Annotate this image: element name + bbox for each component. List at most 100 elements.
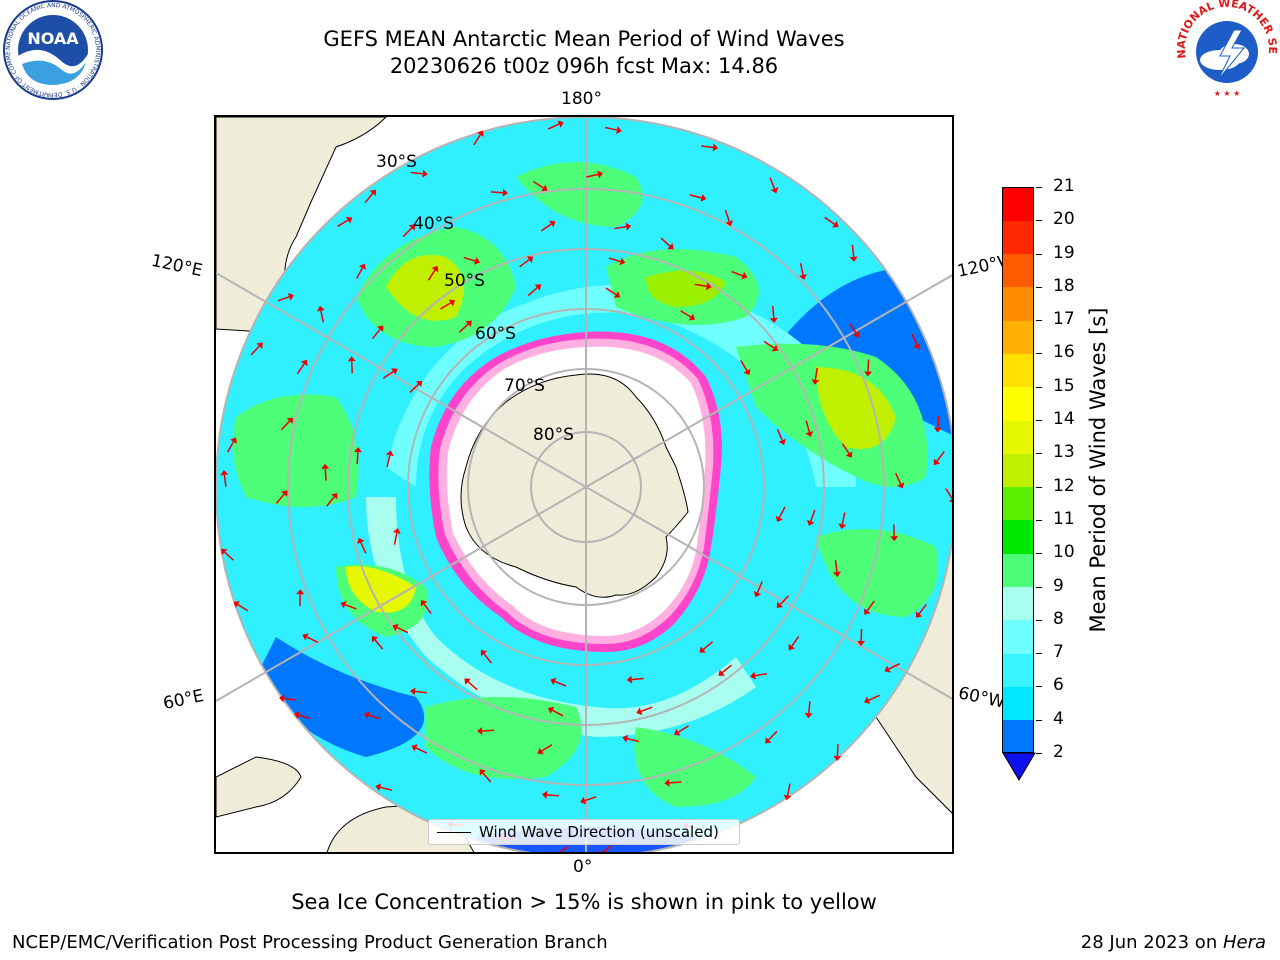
wind-wave-arrow (868, 694, 880, 701)
lat-label-30s: 30°S (376, 152, 417, 172)
zone-pacific-upper (516, 162, 643, 227)
noaa-logo: NOAA NATIONAL OCEANIC AND ATMOSPHERIC AD… (0, 0, 106, 110)
wind-wave-arrowhead (799, 274, 807, 280)
wind-wave-arrowhead (933, 427, 942, 433)
colorbar-tick (1036, 253, 1042, 255)
wind-wave-arrowhead (913, 343, 921, 350)
wind-wave-arrowhead (534, 284, 542, 291)
svg-text:★ ★ ★: ★ ★ ★ (1214, 89, 1241, 98)
map-canvas (216, 117, 952, 852)
wind-wave-arrow (584, 796, 597, 802)
wind-wave-arrow (731, 270, 744, 277)
wind-wave-arrowhead (302, 633, 309, 641)
zone-west (232, 394, 359, 507)
colorbar-tick (1036, 653, 1042, 655)
wind-wave-arrow (324, 468, 327, 481)
wind-wave-arrow (866, 600, 875, 612)
wind-wave-arrowhead (294, 711, 301, 719)
zone-east-green (816, 529, 938, 617)
wind-wave-arrow (689, 194, 702, 199)
wind-wave-arrowhead (616, 126, 622, 134)
wind-wave-arrow (918, 603, 927, 615)
wind-wave-arrowhead (448, 299, 456, 307)
wind-wave-arrow (614, 225, 627, 230)
wind-wave-arrowhead (415, 380, 423, 388)
wind-wave-arrowhead (750, 671, 756, 680)
wind-wave-arrow (541, 744, 553, 752)
wind-wave-arrowhead (477, 726, 483, 735)
colorbar-tick-label: 19 (1053, 242, 1075, 263)
colorbar-segment (1002, 519, 1034, 554)
wind-wave-arrowhead (741, 271, 748, 280)
wind-wave-arrow (458, 323, 469, 333)
colorbar-tick-label: 9 (1053, 575, 1064, 596)
wind-wave-arrow (374, 639, 384, 650)
wind-wave-arrow (356, 452, 359, 465)
colorbar-tick (1036, 519, 1042, 521)
wind-wave-arrow (841, 443, 850, 455)
wind-wave-arrow (778, 506, 786, 518)
chart-subtitle: 20230626 t00z 096h fcst Max: 14.86 (389, 54, 779, 78)
wind-wave-arrowhead (838, 523, 847, 530)
wind-wave-arrow (851, 244, 855, 257)
colorbar-segment (1002, 253, 1034, 288)
colorbar-tick-label: 2 (1053, 742, 1064, 762)
wind-wave-arrowhead (948, 499, 952, 503)
colorbar-tick-label: 7 (1053, 642, 1064, 663)
lat-label-50s: 50°S (444, 271, 485, 291)
wind-wave-arrowhead (674, 728, 681, 736)
wind-wave-arrow (680, 310, 692, 318)
wind-wave-arrow (298, 714, 311, 720)
run-date: 28 Jun 2023 on Hera (1081, 932, 1266, 953)
wind-wave-arrowhead (896, 482, 905, 489)
wind-wave-arrowhead (331, 492, 338, 500)
wind-wave-arrowhead (775, 515, 783, 522)
colorbar-segment (1002, 653, 1034, 687)
wind-wave-arrowhead (464, 678, 471, 685)
wind-wave-arrowhead (743, 368, 751, 376)
wind-wave-arrowhead (359, 263, 366, 270)
wind-wave-arrow (527, 287, 538, 297)
colorbar-tick-label: 6 (1053, 675, 1064, 696)
wind-wave-arrow (250, 345, 260, 356)
wind-wave-arrowhead (422, 169, 428, 178)
wind-wave-arrow (807, 701, 811, 714)
colorbar-segment (1002, 286, 1034, 321)
wind-wave-arrowhead (391, 368, 398, 375)
wind-wave-arrow (701, 145, 714, 149)
wind-wave-arrowhead (626, 675, 633, 684)
wind-wave-arrowhead (557, 120, 564, 128)
lat-label-80s: 80°S (533, 425, 574, 445)
wind-wave-arrowhead (864, 371, 873, 377)
wind-wave-arrow (427, 269, 436, 281)
wind-wave-arrow (482, 772, 492, 783)
wind-wave-arrowhead (321, 463, 330, 470)
colorbar-tick-label: 17 (1053, 309, 1075, 330)
wind-wave-arrow (559, 845, 569, 852)
wind-wave-arrowhead (712, 143, 719, 152)
colorbar-segment (1002, 586, 1034, 621)
wind-wave-arrow (669, 781, 682, 784)
wind-wave-arrow (677, 725, 690, 733)
lon-label-120e: 120°E (149, 250, 205, 282)
wind-wave-arrowhead (526, 256, 534, 263)
map-legend: Wind Wave Direction (unscaled) (428, 819, 740, 845)
wind-wave-arrow (440, 302, 452, 310)
wind-wave-arrow (306, 636, 319, 643)
wind-wave-arrowhead (476, 130, 484, 137)
colorbar-tick (1036, 719, 1042, 721)
wind-wave-arrow (834, 559, 838, 573)
wind-wave-arrow (627, 737, 640, 743)
wind-wave-arrow (841, 512, 846, 525)
wind-wave-arrowhead (555, 850, 557, 852)
land-africa (216, 756, 302, 818)
wind-wave-arrow (227, 441, 235, 453)
wind-wave-arrow (894, 472, 902, 485)
colorbar-title: Mean Period of Wind Waves [s] (1086, 307, 1110, 633)
wind-wave-arrowhead (613, 291, 621, 298)
colorbar-tick-label: 13 (1053, 442, 1075, 463)
colorbar-segment (1002, 686, 1034, 721)
graticule (216, 117, 952, 852)
wind-wave-arrowhead (220, 548, 228, 556)
wind-wave-arrow (740, 360, 748, 372)
